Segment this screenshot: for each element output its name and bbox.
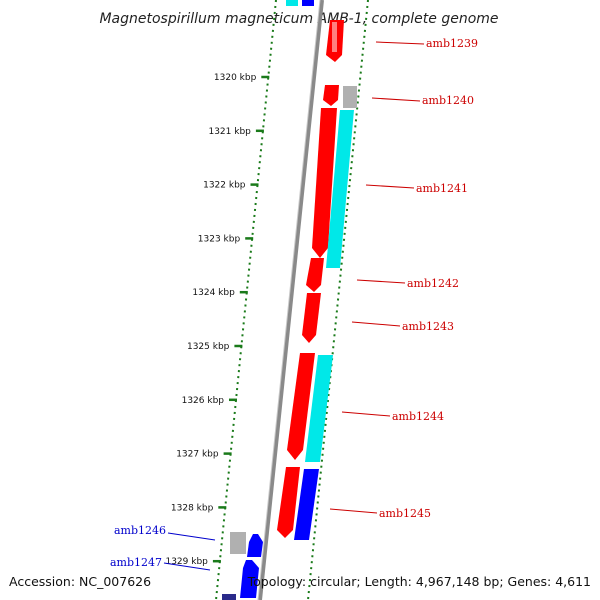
callout-amb1240 bbox=[371, 97, 421, 102]
gene-labels: amb1239 amb1240 amb1241 amb1242 amb1243 … bbox=[110, 37, 478, 571]
gene-amb1241-cds bbox=[326, 110, 354, 268]
callout-amb1247 bbox=[163, 562, 211, 571]
ruler-tick-label: 1327 kbp bbox=[176, 450, 219, 460]
ruler-tick-label: 1324 kbp bbox=[192, 288, 235, 298]
gene-amb1240-grey bbox=[343, 86, 357, 108]
feature-reverse-top bbox=[302, 0, 314, 6]
ruler-tick-label: 1329 kbp bbox=[165, 557, 208, 567]
gene-amb1239-highlight bbox=[332, 22, 337, 52]
gene-label-amb1239[interactable]: amb1239 bbox=[426, 37, 478, 50]
gene-amb1247-arrow[interactable] bbox=[240, 560, 259, 598]
gene-amb1246-arrow[interactable] bbox=[247, 534, 263, 557]
gene-label-amb1241[interactable]: amb1241 bbox=[416, 182, 468, 195]
gene-label-amb1243[interactable]: amb1243 bbox=[402, 320, 454, 333]
callout-amb1243 bbox=[351, 321, 401, 327]
genome-backbone bbox=[258, 0, 324, 600]
gene-amb1244-arrow[interactable] bbox=[287, 353, 315, 460]
genome-summary-text: Topology: circular; Length: 4,967,148 bp… bbox=[247, 574, 591, 589]
gene-label-amb1242[interactable]: amb1242 bbox=[407, 277, 459, 290]
gene-label-amb1240[interactable]: amb1240 bbox=[422, 94, 474, 107]
callout-amb1242 bbox=[356, 279, 406, 284]
ruler-tick-label: 1328 kbp bbox=[171, 503, 214, 513]
gene-amb1244-cds bbox=[305, 355, 333, 462]
ruler-tick-label: 1322 kbp bbox=[203, 181, 246, 191]
callout-amb1239 bbox=[375, 41, 425, 45]
ruler-tick-label: 1326 kbp bbox=[182, 396, 225, 406]
callout-amb1244 bbox=[341, 411, 391, 417]
ruler-tick-label: 1323 kbp bbox=[198, 234, 241, 244]
gene-amb1241-arrow[interactable] bbox=[312, 108, 337, 258]
genome-backbone-highlight bbox=[257, 0, 321, 600]
ruler-ticks: 1320 kbp 1321 kbp 1322 kbp 1323 kbp 1324 kbp… bbox=[165, 73, 270, 567]
gene-amb1242-arrow[interactable] bbox=[306, 258, 324, 292]
accession-text: Accession: NC_007626 bbox=[9, 574, 151, 589]
ruler-tick-label: 1321 kbp bbox=[208, 127, 251, 137]
gene-amb1246-grey bbox=[230, 532, 246, 554]
gene-amb1245-arrow[interactable] bbox=[277, 467, 300, 538]
gene-amb1243-arrow[interactable] bbox=[302, 293, 321, 343]
gene-amb1245-reverse bbox=[294, 469, 319, 540]
feature-cds-top bbox=[286, 0, 298, 6]
outer-dotted-boundary bbox=[307, 0, 369, 600]
ruler-tick-label: 1325 kbp bbox=[187, 342, 230, 352]
gene-amb1240-arrow[interactable] bbox=[323, 85, 339, 106]
map-title: Magnetospirillum magneticum AMB-1, compl… bbox=[99, 11, 498, 27]
callout-amb1241 bbox=[365, 184, 415, 189]
inner-dotted-boundary bbox=[215, 0, 277, 600]
callout-amb1246 bbox=[167, 532, 216, 541]
gene-label-amb1246[interactable]: amb1246 bbox=[114, 524, 166, 537]
callout-amb1245 bbox=[329, 508, 378, 514]
gene-label-amb1245[interactable]: amb1245 bbox=[379, 507, 431, 520]
gene-blocks bbox=[222, 20, 357, 600]
ruler-tick-label: 1320 kbp bbox=[214, 73, 257, 83]
gene-bottom-fragment bbox=[222, 594, 236, 600]
gene-label-amb1244[interactable]: amb1244 bbox=[392, 410, 444, 423]
gene-label-amb1247[interactable]: amb1247 bbox=[110, 556, 162, 569]
